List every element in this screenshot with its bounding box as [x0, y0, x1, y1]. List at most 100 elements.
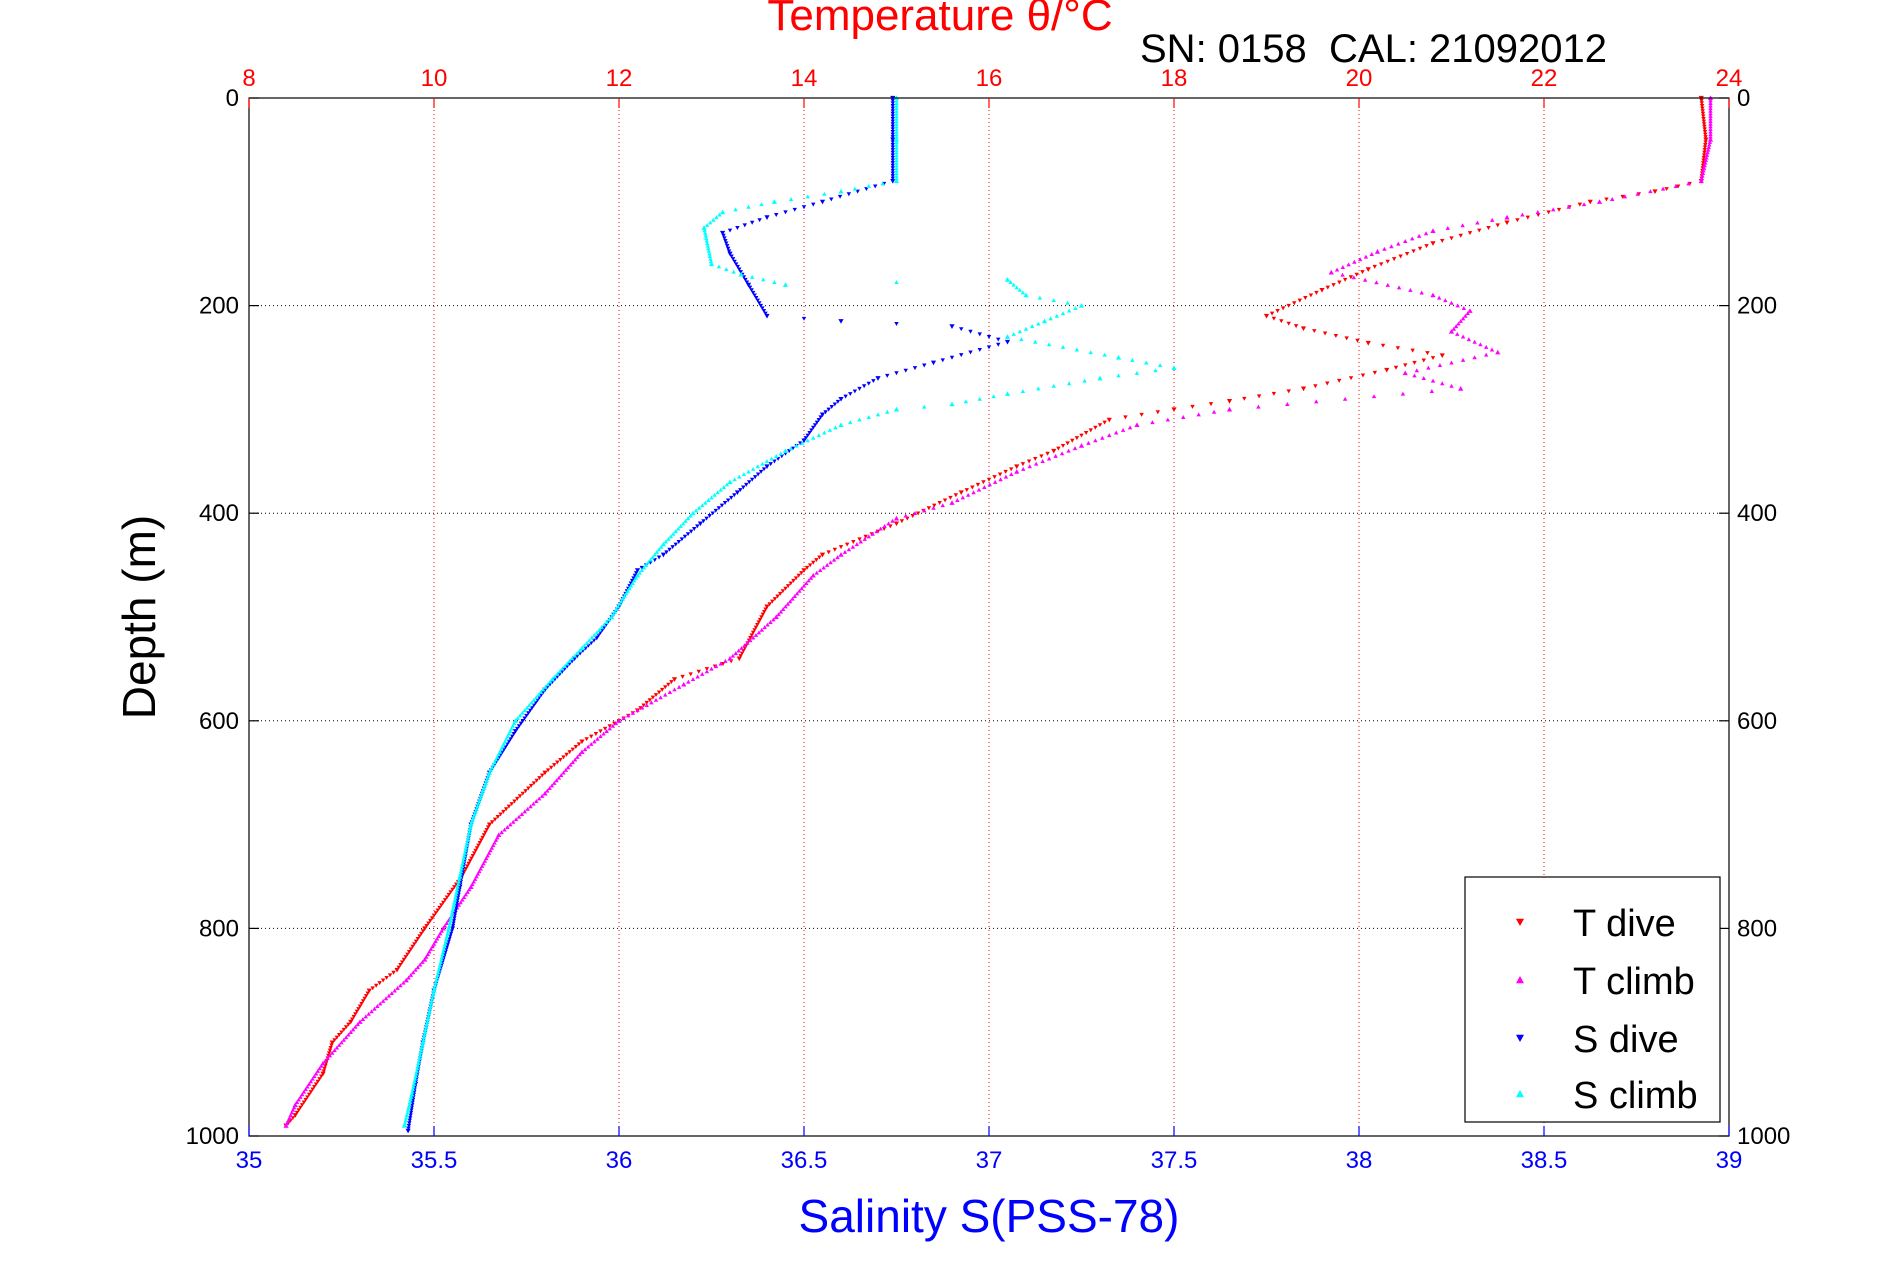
data-point-interp	[296, 1108, 301, 1113]
data-point-interp	[890, 98, 895, 103]
data-point-interp	[880, 181, 885, 186]
data-point-interp	[647, 698, 653, 703]
data-point-interp	[797, 588, 802, 593]
data-point-interp	[350, 1027, 356, 1032]
data-point-interp	[434, 936, 440, 941]
data-point-interp	[899, 519, 905, 524]
data-point-interp	[326, 1051, 332, 1056]
data-point-interp	[1027, 464, 1032, 469]
bottom-tick-label: 38.5	[1521, 1147, 1568, 1174]
data-point-interp	[1424, 244, 1429, 249]
data-point-interp	[348, 1030, 353, 1034]
data-point	[1171, 365, 1177, 370]
data-point-interp	[570, 760, 575, 765]
data-point-interp	[589, 635, 595, 640]
data-point-interp	[1190, 404, 1195, 409]
data-point	[1134, 422, 1140, 428]
data-point-interp	[417, 962, 423, 967]
data-point	[819, 199, 826, 205]
data-point-interp	[294, 1110, 300, 1115]
data-point-interp	[1003, 469, 1008, 474]
data-point-interp	[470, 853, 476, 858]
data-point-interp	[437, 962, 443, 967]
data-point-interp	[460, 861, 465, 866]
data-point-interp	[701, 519, 706, 524]
data-point-interp	[857, 537, 862, 542]
legend-marker	[1516, 1090, 1524, 1098]
data-point-interp	[644, 700, 649, 705]
data-point-interp	[873, 184, 878, 189]
data-point-interp	[1515, 218, 1520, 223]
data-point	[734, 490, 740, 496]
data-point-interp	[450, 908, 455, 912]
data-point-interp	[643, 562, 649, 567]
data-point-interp	[1536, 213, 1541, 217]
data-point-interp	[363, 1014, 368, 1019]
data-point-interp	[890, 148, 895, 153]
data-point-interp	[537, 776, 542, 781]
data-point-interp	[731, 269, 736, 274]
data-point-interp	[574, 651, 580, 656]
data-point-interp	[977, 347, 982, 352]
data-point	[738, 271, 744, 277]
top-tick-label: 20	[1346, 65, 1373, 92]
data-point-interp	[794, 443, 799, 448]
data-point-interp	[384, 975, 389, 980]
data-point-interp	[1082, 378, 1087, 383]
data-point	[1263, 313, 1270, 319]
data-point-interp	[445, 928, 451, 933]
data-point	[720, 230, 726, 236]
data-point-interp	[466, 861, 471, 866]
data-point-interp	[894, 106, 899, 111]
data-point-interp	[495, 835, 500, 840]
data-point-interp	[465, 864, 470, 869]
data-point-interp	[1130, 357, 1135, 362]
data-point-interp	[652, 552, 657, 557]
data-point-interp	[294, 1100, 300, 1105]
data-point	[1300, 386, 1307, 392]
data-point-interp	[522, 716, 527, 721]
data-point-interp	[1449, 300, 1454, 305]
data-point-interp	[1703, 140, 1708, 145]
data-point-interp	[561, 755, 566, 760]
data-point-interp	[1003, 474, 1009, 479]
data-point	[773, 614, 779, 620]
data-point-interp	[536, 692, 541, 697]
data-point-interp	[1021, 466, 1026, 471]
data-point-interp	[1700, 106, 1705, 111]
top-tick-label: 16	[976, 65, 1003, 92]
data-point-interp	[1702, 129, 1708, 134]
data-point-interp	[513, 817, 519, 822]
data-point-interp	[456, 892, 461, 897]
data-point-interp	[1181, 414, 1186, 419]
data-point-interp	[1704, 155, 1709, 160]
data-point-interp	[835, 399, 841, 404]
data-point-interp	[1280, 306, 1286, 311]
data-point-interp	[598, 734, 603, 739]
data-point-interp	[497, 755, 502, 760]
data-point-interp	[1486, 225, 1491, 230]
data-point-interp	[823, 410, 828, 415]
data-point-interp	[977, 332, 982, 337]
data-point-interp	[339, 1030, 344, 1035]
data-point-interp	[471, 879, 476, 884]
data-point-interp	[1051, 298, 1056, 303]
data-point-interp	[848, 420, 853, 425]
data-point-interp	[1113, 430, 1119, 435]
data-point-interp	[996, 337, 1001, 342]
data-point-interp	[505, 742, 510, 747]
data-point-interp	[395, 985, 400, 990]
data-point-interp	[410, 970, 416, 975]
data-point-interp	[922, 404, 927, 409]
data-point-interp	[1467, 231, 1473, 236]
data-point-interp	[641, 565, 647, 570]
data-point	[1495, 349, 1501, 355]
top-tick-label: 22	[1531, 65, 1558, 92]
data-point-interp	[668, 534, 673, 539]
data-point	[409, 1091, 415, 1097]
data-point-interp	[315, 1068, 320, 1073]
data-point-interp	[398, 962, 403, 967]
data-point-interp	[409, 1105, 414, 1110]
data-point-interp	[1313, 384, 1318, 389]
data-point-interp	[890, 168, 895, 173]
